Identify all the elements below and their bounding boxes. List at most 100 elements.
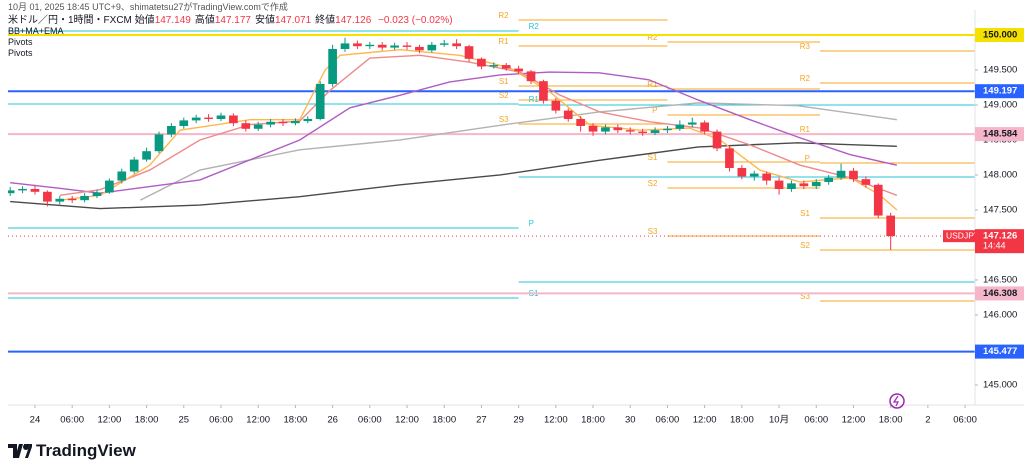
candle-body xyxy=(278,121,288,124)
pivot-label: R2 xyxy=(800,74,811,83)
candle-body xyxy=(799,183,809,187)
pivot-label: R2 xyxy=(647,33,658,42)
ohlc-value: 147.177 xyxy=(214,15,251,26)
event-icon-bolt xyxy=(892,395,899,407)
brand: TradingView xyxy=(36,441,136,460)
candle-body xyxy=(464,46,474,59)
pivot-label: R1 xyxy=(498,37,509,46)
x-tick-label: 06:00 xyxy=(60,415,84,426)
candle-body xyxy=(489,65,499,67)
x-tick-label: 12:00 xyxy=(97,415,121,426)
candle-body xyxy=(849,170,858,180)
candle-body xyxy=(576,118,585,126)
candle-body xyxy=(402,45,412,47)
indicator[interactable]: Pivots xyxy=(8,48,33,58)
pivot-label: R3 xyxy=(800,42,811,51)
symbol-tag-label: USDJPY xyxy=(946,230,980,240)
pivot-label: S3 xyxy=(648,227,658,236)
pivot-label: S3 xyxy=(499,115,509,124)
candle-body xyxy=(551,100,561,111)
candle-body xyxy=(291,121,300,124)
pivot-label: R1 xyxy=(800,125,811,134)
price-tag-time: 14:44 xyxy=(983,241,1006,251)
level-tag-label: 150.000 xyxy=(983,30,1017,41)
candle-body xyxy=(266,121,275,125)
indicator[interactable]: BB+MA+EMA xyxy=(8,26,64,36)
pivot-label: S2 xyxy=(499,91,509,100)
candle-body xyxy=(365,44,375,47)
pivot-label: R2 xyxy=(529,22,540,31)
candle-body xyxy=(737,167,747,177)
x-tick-label: 06:00 xyxy=(656,415,680,426)
ohlc-value: 147.126 xyxy=(335,15,372,26)
candle-body xyxy=(129,159,139,172)
x-tick-label: 10月 xyxy=(769,415,789,426)
ohlc-value: 147.071 xyxy=(275,15,312,26)
candle-body xyxy=(253,124,263,129)
candle-body xyxy=(427,44,437,51)
candle-body xyxy=(774,180,784,189)
level-tag xyxy=(975,127,1024,142)
candle-body xyxy=(92,192,102,196)
candle-body xyxy=(105,180,114,193)
pivot-label: S1 xyxy=(499,77,509,86)
candle-body xyxy=(687,122,697,125)
candle-body xyxy=(55,198,65,202)
candle-body xyxy=(563,110,573,119)
pivot-label: S1 xyxy=(800,209,810,218)
candle-body xyxy=(638,131,647,133)
x-tick-label: 18:00 xyxy=(730,415,754,426)
pivot-label: P xyxy=(529,219,534,228)
candle-body xyxy=(700,122,709,132)
x-tick-label: 26 xyxy=(327,415,338,426)
logo-icon xyxy=(8,444,32,458)
candle-body xyxy=(117,171,127,181)
pivot-label: S2 xyxy=(800,241,810,250)
symbol-line: 米ドル／円・1時間・FXCM 始値147.149 高値147.177 安値147.0… xyxy=(8,15,457,26)
candle-body xyxy=(18,188,27,191)
candle-body xyxy=(67,198,77,201)
pivot-label: R1 xyxy=(647,80,658,89)
level-tag-label: 146.308 xyxy=(983,288,1017,299)
candle-body xyxy=(390,45,399,48)
y-tick-label: 147.500 xyxy=(983,205,1017,216)
y-tick-label: 146.500 xyxy=(983,274,1017,285)
x-tick-label: 18:00 xyxy=(135,415,159,426)
candle-body xyxy=(415,46,424,51)
ohlc-label: 終値 xyxy=(315,15,336,26)
indicator[interactable]: Pivots xyxy=(8,37,33,47)
candle-body xyxy=(675,124,685,129)
candle-body xyxy=(167,125,176,135)
x-tick-label: 12:00 xyxy=(395,415,419,426)
candle-body xyxy=(824,177,834,182)
indicator-line xyxy=(10,71,898,194)
level-tag xyxy=(975,344,1024,359)
pivot-label: S2 xyxy=(648,179,658,188)
pivot-label: P xyxy=(652,106,657,115)
candle-body xyxy=(712,131,722,149)
candle-body xyxy=(377,44,387,48)
candle-body xyxy=(191,117,201,121)
candle-body xyxy=(663,128,672,131)
level-tag-label: 148.584 xyxy=(983,129,1018,140)
x-tick-label: 30 xyxy=(625,415,636,426)
event-icon[interactable] xyxy=(889,393,905,409)
candle-body xyxy=(526,71,536,82)
x-tick-label: 25 xyxy=(179,415,190,426)
x-tick-label: 18:00 xyxy=(581,415,605,426)
y-tick-label: 148.000 xyxy=(983,170,1017,181)
x-tick-label: 06:00 xyxy=(953,415,977,426)
candle-body xyxy=(303,118,313,122)
x-tick-label: 12:00 xyxy=(842,415,866,426)
candle-body xyxy=(315,83,325,119)
candle-body xyxy=(501,65,511,69)
candle-body xyxy=(836,170,846,178)
candle-body xyxy=(886,215,896,237)
candle-body xyxy=(204,117,213,119)
candle-body xyxy=(811,181,821,187)
ohlc-label: 安値 xyxy=(255,15,275,26)
candle-body xyxy=(216,115,226,119)
candle-body xyxy=(650,130,660,133)
candle-body xyxy=(179,120,189,126)
